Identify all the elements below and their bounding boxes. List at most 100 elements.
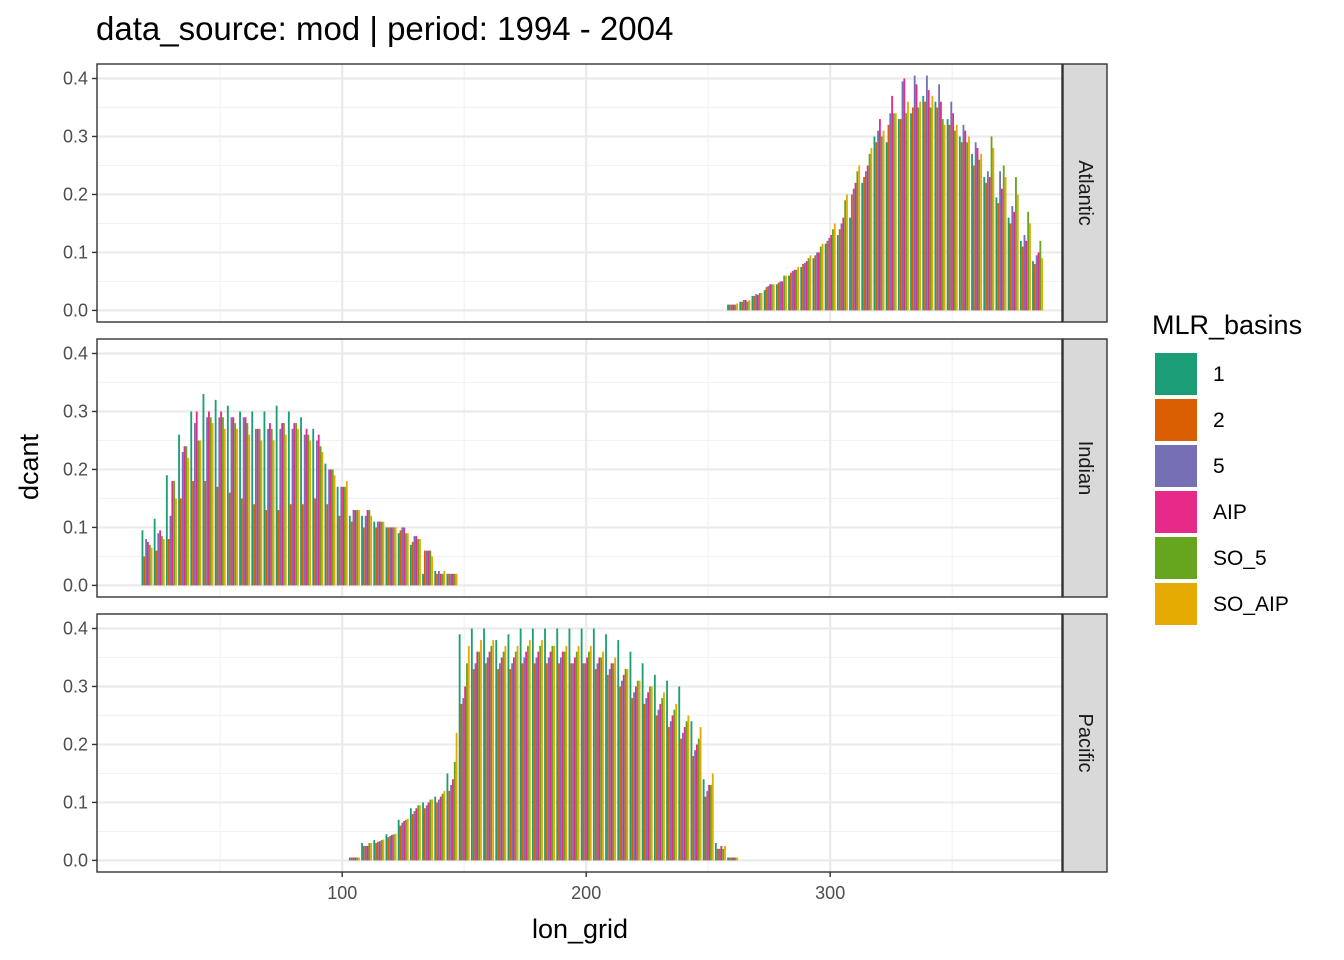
bar-1 [361,515,363,586]
bar-1 [165,475,168,586]
bar-1 [763,290,766,311]
bar-aip [744,299,747,311]
bar-aip [696,744,698,861]
bar-aip [147,541,149,586]
bar-2 [558,663,560,861]
bar-2 [265,510,268,586]
bar-aip [415,808,418,861]
bar-so_5 [685,721,688,861]
bar-aip [452,573,454,586]
bar-2 [680,738,682,861]
bar-aip [683,727,686,861]
y-tick-label: 0.0 [63,300,88,320]
bar-5 [584,663,587,861]
legend-swatch [1155,353,1197,395]
bar-5 [315,440,318,586]
bar-5 [1035,255,1038,311]
bar-5 [828,237,831,311]
bar-so_5 [331,469,334,586]
y-tick-label: 0.3 [63,401,88,421]
bar-aip [378,521,381,586]
bar-2 [509,669,512,861]
bar-so_5 [258,428,261,586]
bar-so_5 [466,663,468,861]
bar-5 [901,81,904,311]
bar-1 [312,428,315,586]
bar-so_aip [870,148,873,311]
y-tick-label: 0.2 [63,734,88,754]
bar-1 [287,411,290,586]
bar-aip [622,674,625,861]
bar-5 [364,515,367,586]
bar-5 [206,417,209,586]
bar-so_aip [980,153,983,311]
bar-so_aip [504,645,507,861]
bar-1 [531,628,534,861]
bar-so_5 [819,246,822,311]
bar-so_5 [1002,165,1005,311]
bar-1 [861,182,864,311]
bar-so_5 [441,793,444,861]
bar-5 [291,428,294,586]
bar-1 [971,153,973,311]
bar-so_aip [1004,177,1007,311]
bar-so_5 [1027,211,1030,311]
y-tick-label: 0.3 [63,126,88,146]
bar-aip [976,148,979,311]
bar-2 [423,550,426,586]
bar-aip [439,796,442,861]
legend-swatch [1155,445,1197,487]
bar-1 [910,113,912,311]
bar-1 [605,634,607,861]
facet-strip [1062,613,1108,873]
bar-1 [641,663,644,861]
bar-2 [460,703,463,861]
bar-aip [1037,252,1040,311]
bar-so_aip [492,640,495,861]
bar-1 [385,527,388,586]
bar-2 [899,119,902,311]
bar-aip [256,428,259,586]
bar-so_aip [1029,223,1031,311]
bar-2 [399,825,402,861]
bar-5 [803,262,806,311]
x-axis-label: lon_grid [532,914,628,944]
bar-so_5 [673,709,676,861]
bar-aip [342,486,345,586]
bar-aip [561,651,564,861]
bar-1 [422,573,424,586]
bar-1 [202,394,205,586]
bar-aip [317,434,320,586]
bar-1 [141,530,144,586]
bar-aip [452,779,454,861]
bar-5 [352,857,355,861]
bar-1 [409,544,412,586]
bar-1 [544,628,546,861]
bar-so_5 [197,440,200,586]
bar-aip [232,417,235,586]
bar-5 [889,113,892,311]
bar-so_5 [441,573,444,586]
bar-1 [300,417,302,586]
y-axis-label: dcant [14,433,44,500]
bar-so_aip [370,843,373,861]
bar-so_5 [649,686,651,861]
bar-so_5 [405,533,407,586]
bar-aip [537,651,540,861]
legend-swatch [1155,491,1197,533]
bar-so_5 [270,428,273,586]
bar-2 [728,304,731,311]
bar-2 [741,301,743,311]
bar-so_aip [175,498,177,586]
bar-5 [938,84,941,311]
bar-aip [415,536,418,586]
bar-so_5 [893,113,895,311]
bar-so_aip [272,440,275,586]
bar-5 [157,533,160,586]
bar-1 [226,405,229,586]
bar-1 [849,217,851,311]
bar-2 [997,203,1000,311]
bar-so_aip [236,428,238,586]
bar-1 [800,266,803,311]
bar-aip [927,90,930,311]
